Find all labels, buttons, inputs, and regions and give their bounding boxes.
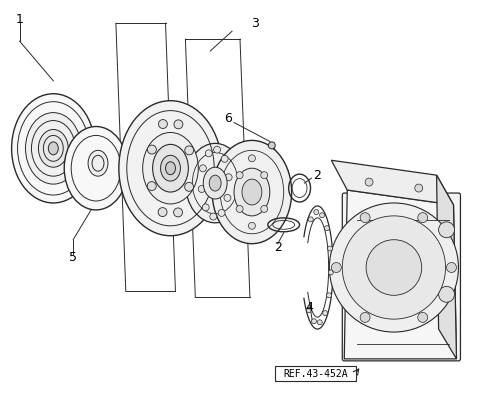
- Text: 4: 4: [306, 301, 313, 314]
- Circle shape: [174, 120, 183, 129]
- Circle shape: [261, 172, 268, 179]
- Text: 3: 3: [251, 17, 259, 30]
- Text: REF.43-452A: REF.43-452A: [283, 369, 348, 379]
- Circle shape: [214, 146, 220, 153]
- Circle shape: [326, 293, 332, 298]
- Circle shape: [221, 155, 228, 162]
- Circle shape: [225, 174, 232, 181]
- Ellipse shape: [342, 216, 445, 319]
- Circle shape: [439, 222, 455, 238]
- Ellipse shape: [88, 150, 108, 176]
- FancyBboxPatch shape: [342, 193, 460, 361]
- Circle shape: [317, 320, 322, 325]
- Circle shape: [185, 146, 194, 155]
- Circle shape: [205, 150, 212, 157]
- Circle shape: [327, 246, 333, 251]
- Text: 2: 2: [313, 169, 322, 182]
- Ellipse shape: [38, 129, 68, 167]
- FancyBboxPatch shape: [275, 366, 356, 381]
- Circle shape: [328, 270, 333, 275]
- Circle shape: [158, 119, 168, 129]
- Circle shape: [331, 262, 341, 272]
- Circle shape: [360, 213, 370, 223]
- Circle shape: [446, 262, 456, 272]
- Circle shape: [249, 155, 255, 162]
- Circle shape: [323, 310, 328, 316]
- Text: 1: 1: [16, 13, 24, 26]
- Ellipse shape: [212, 141, 292, 244]
- Polygon shape: [437, 175, 456, 359]
- Ellipse shape: [12, 94, 95, 203]
- Circle shape: [360, 312, 370, 322]
- Ellipse shape: [25, 113, 81, 184]
- Circle shape: [415, 184, 423, 192]
- Circle shape: [306, 308, 312, 312]
- Circle shape: [312, 319, 316, 324]
- Ellipse shape: [143, 133, 198, 204]
- Circle shape: [314, 210, 319, 215]
- Circle shape: [418, 312, 428, 322]
- Ellipse shape: [153, 145, 188, 192]
- Circle shape: [198, 185, 205, 193]
- Ellipse shape: [234, 168, 270, 216]
- Text: 6: 6: [224, 112, 232, 125]
- Text: 2: 2: [274, 241, 282, 254]
- Circle shape: [439, 286, 455, 302]
- Ellipse shape: [209, 175, 221, 191]
- Circle shape: [418, 213, 428, 223]
- Polygon shape: [344, 190, 456, 359]
- Ellipse shape: [203, 167, 227, 199]
- Circle shape: [147, 181, 156, 191]
- Ellipse shape: [366, 240, 422, 295]
- Ellipse shape: [119, 101, 222, 236]
- Circle shape: [174, 208, 182, 217]
- Circle shape: [324, 226, 329, 231]
- Circle shape: [199, 165, 206, 172]
- Circle shape: [210, 213, 217, 220]
- Text: 5: 5: [69, 251, 77, 264]
- Circle shape: [236, 206, 243, 212]
- Ellipse shape: [160, 155, 180, 181]
- Circle shape: [224, 195, 231, 201]
- Circle shape: [365, 178, 373, 186]
- Ellipse shape: [64, 127, 128, 210]
- Circle shape: [308, 217, 313, 222]
- Ellipse shape: [185, 143, 245, 223]
- Circle shape: [236, 172, 243, 179]
- Circle shape: [202, 204, 209, 211]
- Circle shape: [147, 145, 156, 154]
- Circle shape: [158, 208, 167, 216]
- Circle shape: [268, 142, 275, 149]
- Ellipse shape: [48, 142, 58, 155]
- Circle shape: [185, 182, 193, 191]
- Ellipse shape: [242, 179, 262, 205]
- Ellipse shape: [329, 203, 458, 332]
- Circle shape: [218, 210, 225, 216]
- Ellipse shape: [166, 162, 176, 175]
- Circle shape: [261, 206, 268, 212]
- Polygon shape: [331, 160, 454, 205]
- Circle shape: [249, 222, 255, 229]
- Circle shape: [320, 213, 324, 218]
